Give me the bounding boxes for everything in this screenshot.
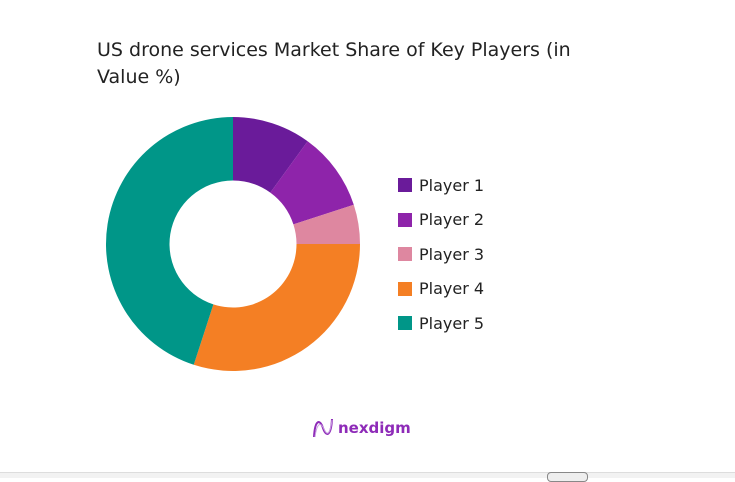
legend-item: Player 5 [398, 306, 484, 341]
legend-label: Player 3 [419, 244, 485, 264]
legend-swatch [398, 212, 412, 227]
legend-label: Player 2 [419, 210, 485, 230]
slice-player-2 [270, 141, 354, 225]
legend: Player 1 Player 2 Player 3 Player 4 Player 5 [398, 168, 484, 341]
chart-title: US drone services Market Share of Key Pl… [97, 39, 571, 88]
legend-swatch [398, 247, 412, 262]
legend-item: Player 4 [398, 272, 484, 307]
horizontal-scrollbar[interactable] [0, 472, 735, 478]
legend-swatch [398, 178, 412, 193]
slice-player-3 [293, 204, 360, 244]
scrollbar-thumb[interactable] [547, 472, 588, 482]
legend-swatch [398, 316, 412, 331]
legend-label: Player 5 [419, 313, 485, 333]
legend-label: Player 1 [419, 175, 485, 195]
legend-item: Player 1 [398, 168, 484, 203]
slice-player-5 [106, 117, 233, 365]
nexdigm-logo-icon [313, 418, 333, 438]
legend-swatch [398, 281, 412, 296]
slice-player-1 [233, 117, 308, 193]
logo-text: nexdigm [338, 419, 411, 437]
legend-item: Player 2 [398, 203, 484, 238]
slice-player-4 [193, 244, 360, 371]
legend-label: Player 4 [419, 279, 485, 299]
legend-item: Player 3 [398, 237, 484, 272]
nexdigm-logo: nexdigm [312, 417, 411, 439]
